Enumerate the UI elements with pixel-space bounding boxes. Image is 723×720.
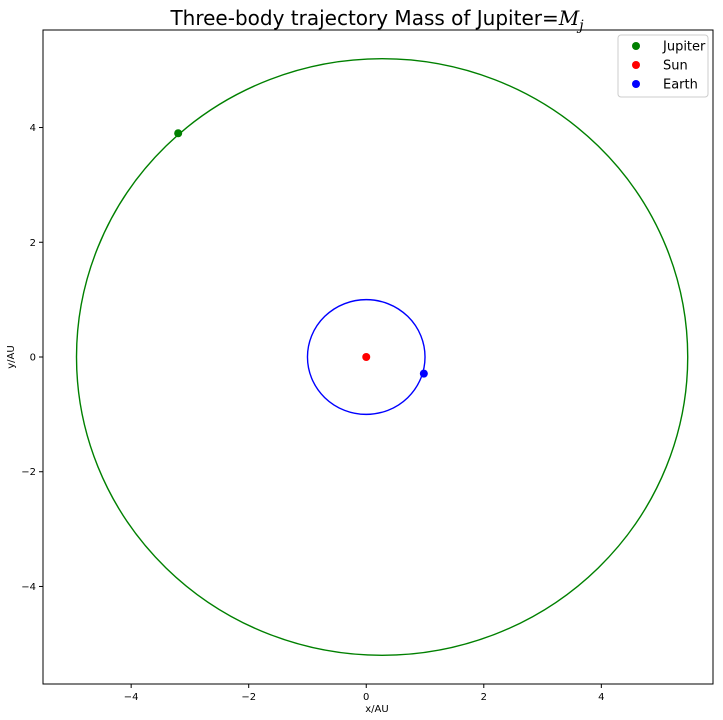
- legend-marker-jupiter: [632, 42, 640, 50]
- point-earth: [419, 369, 428, 378]
- x-tick-label: 0: [363, 692, 369, 703]
- x-axis-label: x/AU: [365, 704, 388, 715]
- y-tick-label: 2: [30, 238, 36, 249]
- chart-title-text: Three-body trajectory Mass of Jupiter=: [169, 6, 558, 30]
- legend-marker-earth: [632, 80, 640, 88]
- orbit-earth: [306, 298, 426, 416]
- y-axis-ticks: −4 −2 0 2 4: [21, 123, 43, 593]
- orbit-jupiter: [75, 57, 689, 657]
- legend-items: Jupiter Sun Earth: [632, 40, 706, 93]
- y-axis-label: y/AU: [6, 345, 17, 368]
- legend-label-earth: Earth: [663, 78, 698, 93]
- legend-marker-sun: [632, 61, 640, 69]
- x-tick-label: 2: [481, 692, 487, 703]
- chart-title-math-subscript: j: [576, 18, 584, 34]
- x-tick-label: 4: [598, 692, 604, 703]
- point-sun: [362, 353, 371, 361]
- legend-label-jupiter: Jupiter: [662, 40, 706, 55]
- point-jupiter: [174, 129, 183, 138]
- x-tick-label: −4: [124, 692, 139, 703]
- y-tick-label: 4: [30, 123, 36, 134]
- chart-title-math: M: [558, 6, 580, 30]
- y-tick-label: −2: [21, 467, 36, 478]
- plot-frame: [42, 29, 714, 685]
- chart-title: Three-body trajectory Mass of Jupiter=Mj: [169, 6, 584, 34]
- legend: Jupiter Sun Earth: [617, 34, 709, 98]
- orbits-layer: [75, 57, 689, 657]
- y-tick-label: −4: [21, 582, 36, 593]
- x-axis-ticks: −4 −2 0 2 4: [124, 684, 605, 703]
- legend-box: [617, 34, 709, 98]
- points-layer: [174, 129, 428, 378]
- legend-label-sun: Sun: [663, 59, 688, 74]
- y-tick-label: 0: [30, 353, 36, 364]
- x-tick-label: −2: [241, 692, 256, 703]
